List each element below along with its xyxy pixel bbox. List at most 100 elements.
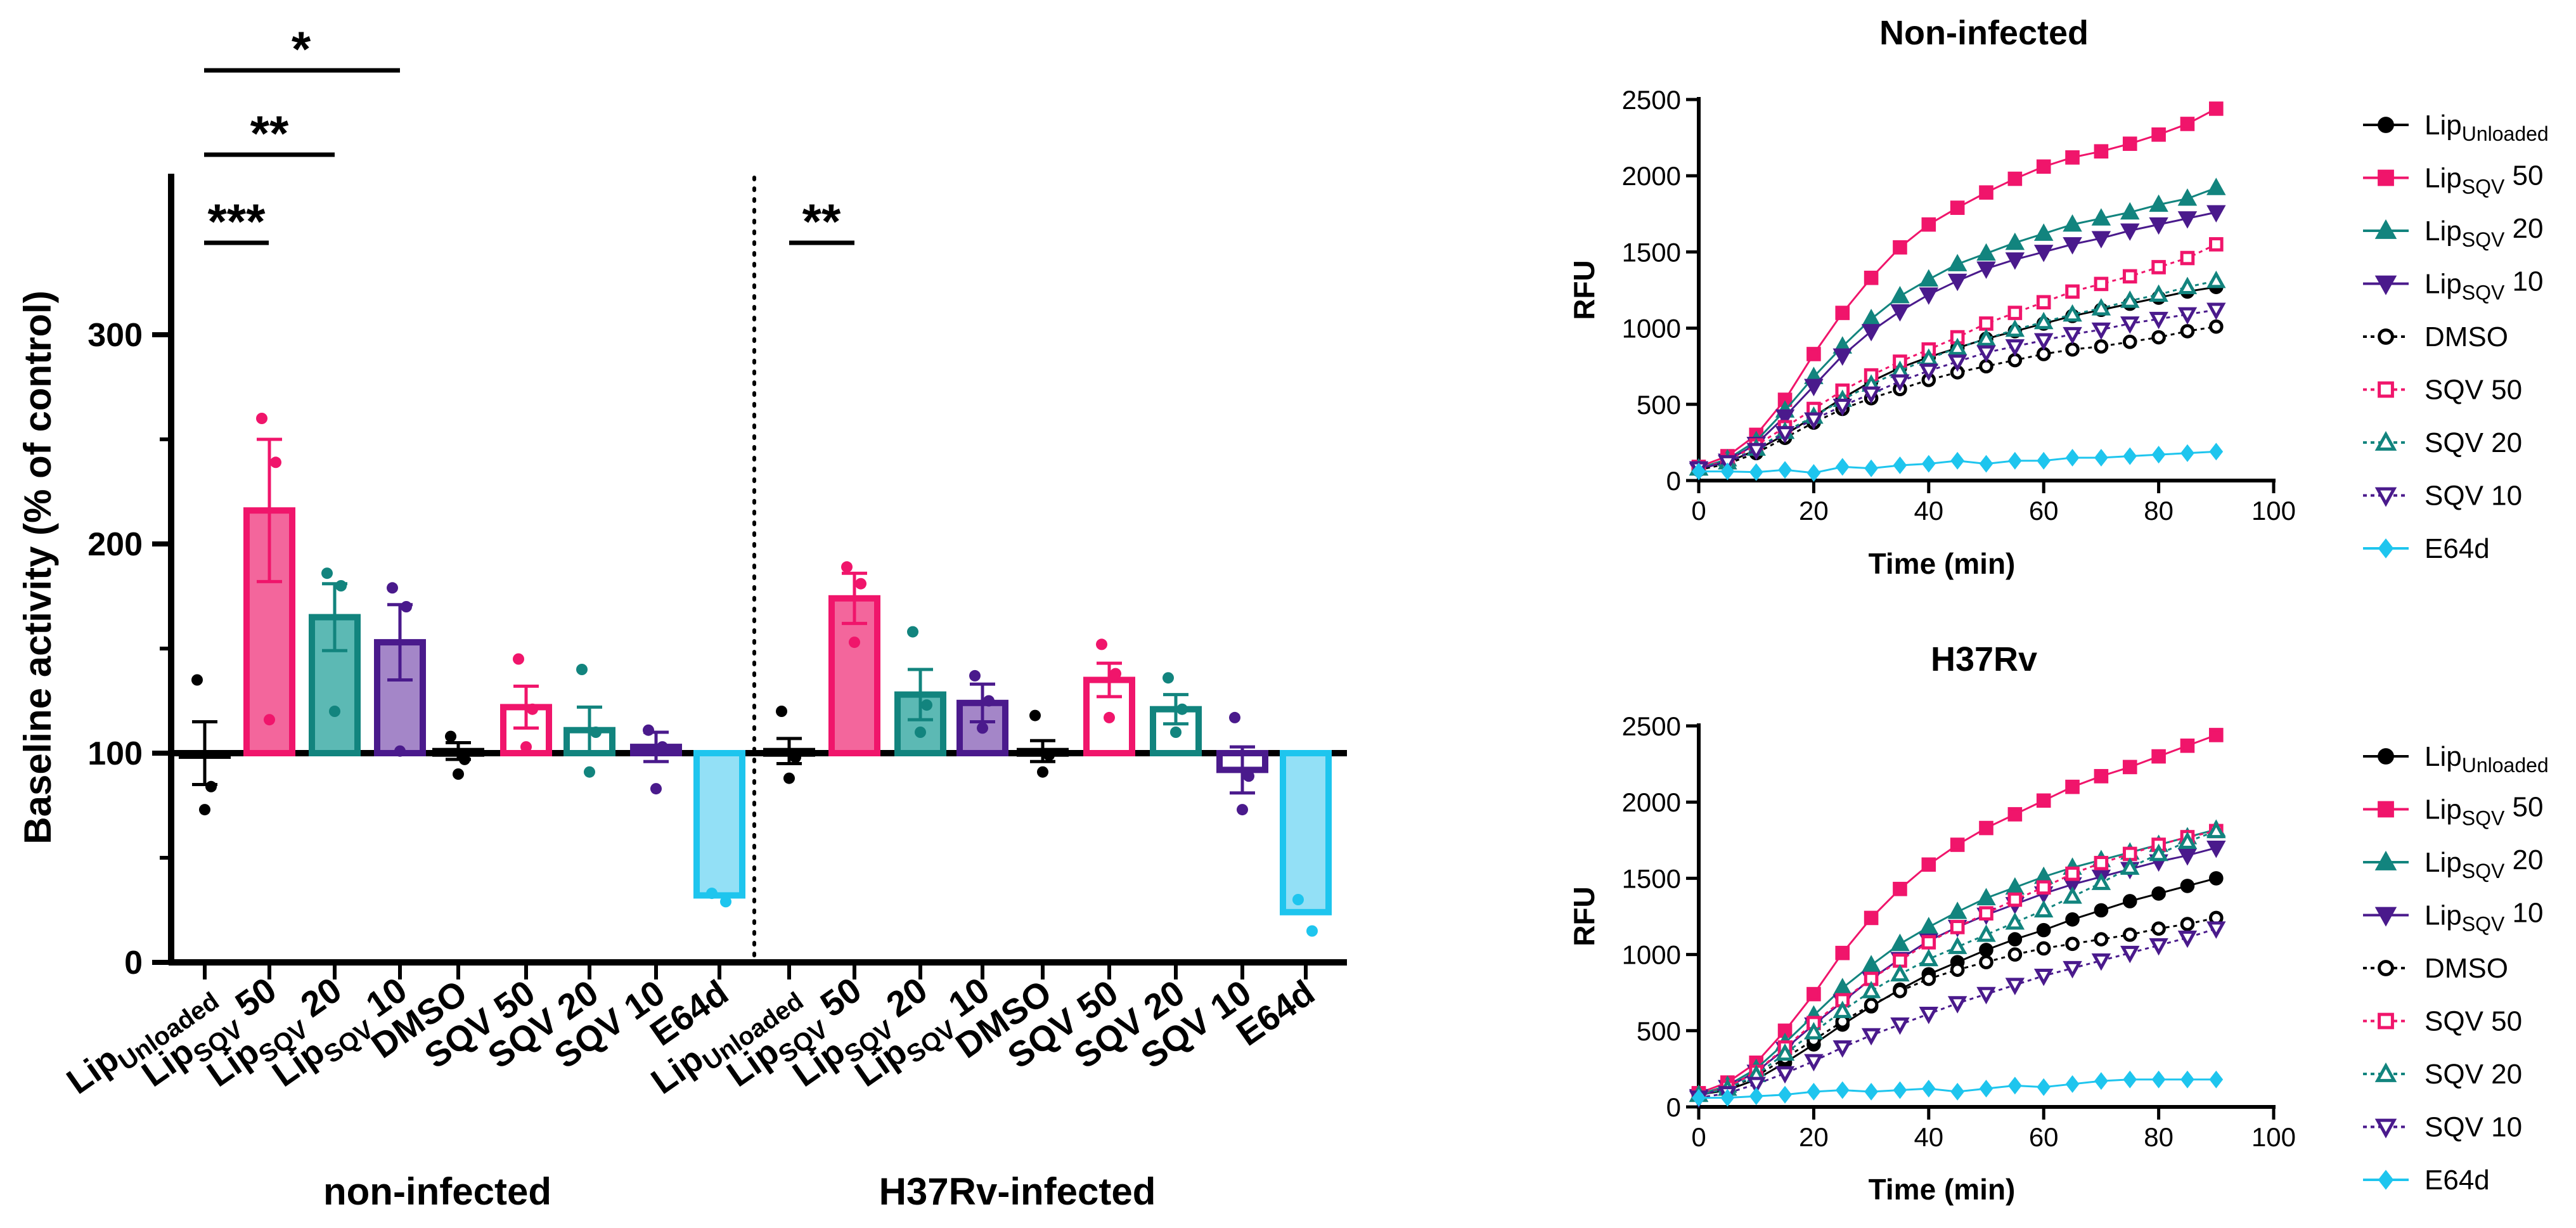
line-marker [2378, 169, 2394, 186]
line-marker [2033, 223, 2054, 241]
line-marker [1919, 917, 1939, 934]
line-chart-0: Non-infected 0 500 1000 1500 2000 2500 0 20 40 60 8… [1568, 14, 2549, 580]
line-marker [2378, 748, 2394, 765]
y-tick-label: 0 [1666, 466, 1681, 496]
y-tick-label: 2000 [1622, 161, 1681, 191]
line-marker [1950, 837, 1965, 852]
line-marker [1775, 1043, 1795, 1061]
line-marker [1976, 261, 1996, 279]
line-marker [2180, 117, 2195, 131]
line-marker [1806, 986, 1821, 1002]
legend-label: E64d [2425, 533, 2490, 564]
line-marker [2065, 342, 2080, 357]
data-point [1306, 925, 1318, 937]
line-marker [2005, 252, 2025, 270]
line-marker [1861, 386, 1881, 404]
data-point [584, 766, 595, 778]
line-marker [2091, 298, 2111, 316]
line-marker [1861, 1028, 1881, 1046]
data-point [1043, 749, 1055, 761]
line-marker [2180, 444, 2194, 462]
line-marker [1749, 463, 1763, 481]
line-marker [2091, 872, 2111, 890]
line-marker [2091, 231, 2111, 249]
significance-label: *** [207, 193, 266, 249]
data-point [335, 580, 347, 591]
line-marker [1979, 906, 1993, 921]
y-tick-label: 500 [1637, 1016, 1681, 1046]
line-marker [2094, 1072, 2108, 1090]
line-marker [2122, 759, 2137, 775]
line-marker [2094, 144, 2109, 159]
y-tick-label: 1000 [1622, 940, 1681, 970]
line-marker [1835, 1081, 1850, 1099]
y-tick-label: 1500 [1622, 237, 1681, 267]
x-tick-label: 0 [1691, 496, 1706, 526]
line-marker [2005, 912, 2025, 930]
line-marker [2378, 1012, 2394, 1030]
line-marker [1919, 948, 1939, 967]
line-marker [1832, 1040, 1852, 1058]
line-marker [2065, 284, 2080, 299]
line-marker [1947, 902, 1967, 919]
chart-title: H37Rv [1931, 640, 2037, 678]
line-marker [1861, 981, 1881, 999]
line-marker [2120, 290, 2140, 308]
line-marker [2180, 879, 2195, 893]
line-marker [1976, 888, 1996, 905]
line-marker [1921, 1080, 1936, 1098]
data-point [453, 768, 464, 780]
line-marker [2036, 159, 2051, 174]
data-point [855, 578, 866, 590]
data-point [1162, 672, 1174, 684]
x-tick-label: 20 [1799, 496, 1829, 526]
legend-label: E64d [2425, 1165, 2490, 1196]
data-point [841, 561, 853, 573]
y-axis-label: Baseline activity (% of control) [16, 290, 59, 844]
line-marker [2063, 237, 2082, 255]
legend-label: SQV 10 [2425, 1112, 2522, 1143]
significance-label: ** [802, 193, 841, 249]
data-point [520, 741, 532, 753]
legend-label: LipSQV 20 [2425, 844, 2543, 882]
line-marker [1919, 287, 1939, 305]
data-point [977, 722, 988, 734]
data-point [783, 772, 795, 784]
line-marker [1979, 1080, 1993, 1098]
line-marker [1864, 910, 1879, 926]
legend-label: SQV 50 [2425, 1006, 2522, 1037]
line-marker [2374, 850, 2397, 870]
line-marker [1919, 363, 1939, 382]
line-marker [1921, 217, 1936, 232]
line-marker [2094, 856, 2109, 870]
data-point [776, 706, 787, 717]
line-marker [1806, 1082, 1821, 1101]
line-marker [1749, 1087, 1763, 1106]
data-point [915, 727, 926, 738]
data-point [205, 780, 217, 792]
data-point [329, 706, 340, 717]
line-marker [2151, 446, 2166, 464]
data-point [1104, 711, 1115, 723]
line-marker [1947, 354, 1967, 372]
legend-label: LipSQV 20 [2425, 213, 2543, 251]
line-marker [2007, 451, 2022, 470]
line-marker [2037, 1078, 2051, 1096]
line-marker [2122, 269, 2137, 284]
line-marker [2122, 894, 2137, 908]
line-marker [2149, 843, 2168, 862]
line-marker [1864, 997, 1879, 1012]
line-marker [1890, 304, 1910, 322]
data-point [1029, 709, 1041, 721]
line-marker [1890, 285, 1910, 304]
line-marker [1835, 458, 1850, 476]
line-marker [1979, 955, 1993, 969]
line-marker [1893, 1081, 1907, 1099]
line-marker [1864, 270, 1879, 285]
y-tick-label: 0 [124, 945, 143, 981]
line-marker [1720, 462, 1735, 481]
data-point [445, 730, 456, 742]
data-point [590, 727, 602, 738]
line-marker [2123, 1070, 2137, 1089]
line-marker [1746, 443, 1766, 461]
